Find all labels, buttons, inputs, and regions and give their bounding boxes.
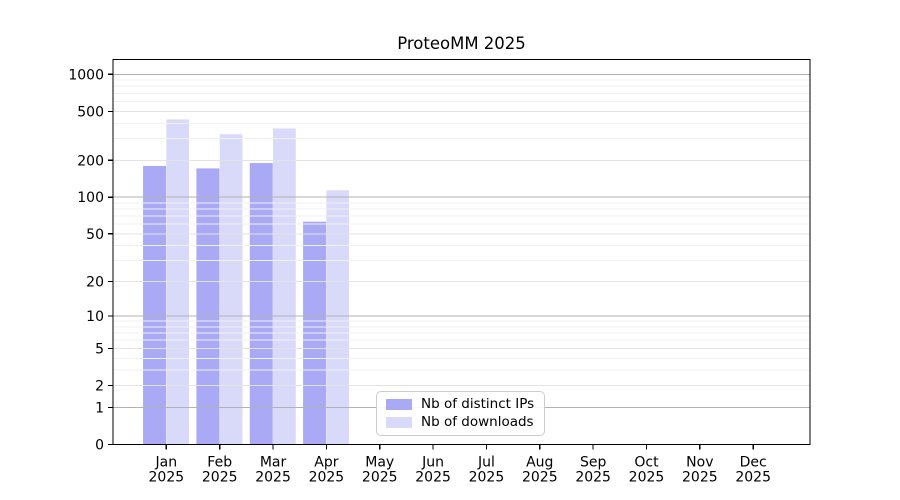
y-tick-label-200: 200 xyxy=(77,153,104,169)
x-tick-label-month-feb: Feb xyxy=(207,455,232,471)
x-tick-label-month-dec: Dec xyxy=(740,455,767,471)
x-tick-label-year-mar: 2025 xyxy=(255,470,291,486)
axes-layer xyxy=(108,58,811,450)
tick-labels-layer: 01251020501002005001000Jan2025Feb2025Mar… xyxy=(68,67,771,485)
x-tick-label-month-nov: Nov xyxy=(686,455,713,471)
x-tick-label-month-aug: Aug xyxy=(526,455,553,471)
x-tick-label-year-jan: 2025 xyxy=(149,470,185,486)
x-tick-label-month-mar: Mar xyxy=(260,455,287,471)
y-tick-label-0: 0 xyxy=(95,438,104,454)
bar-distinct-ips-jan xyxy=(143,165,167,445)
y-tick-label-1: 1 xyxy=(95,400,104,416)
x-tick-label-year-sep: 2025 xyxy=(575,470,611,486)
bar-downloads-jan xyxy=(166,119,190,445)
legend-label-downloads: Nb of downloads xyxy=(421,413,534,430)
x-tick-label-month-oct: Oct xyxy=(634,455,659,471)
x-tick-label-month-jan: Jan xyxy=(155,455,178,471)
legend-row-downloads: Nb of downloads xyxy=(386,413,535,430)
x-tick-label-month-apr: Apr xyxy=(314,455,338,471)
y-tick-label-50: 50 xyxy=(86,227,104,243)
legend-row-distinct-ips: Nb of distinct IPs xyxy=(386,397,535,412)
x-tick-label-month-jun: Jun xyxy=(421,455,444,471)
bar-distinct-ips-feb xyxy=(196,168,220,445)
bar-downloads-feb xyxy=(219,134,243,445)
x-tick-label-year-aug: 2025 xyxy=(522,470,558,486)
x-tick-label-month-sep: Sep xyxy=(580,455,607,471)
legend-label-distinct-ips: Nb of distinct IPs xyxy=(421,396,535,413)
x-tick-label-year-apr: 2025 xyxy=(309,470,345,486)
x-tick-label-year-may: 2025 xyxy=(362,470,398,486)
bars-layer xyxy=(143,119,350,445)
legend-swatch-distinct-ips xyxy=(386,399,412,411)
bar-downloads-mar xyxy=(273,128,296,445)
y-tick-label-500: 500 xyxy=(77,104,104,120)
bar-distinct-ips-mar xyxy=(249,163,273,445)
y-tick-label-5: 5 xyxy=(95,341,104,357)
x-tick-label-year-feb: 2025 xyxy=(202,470,238,486)
legend-swatch-downloads xyxy=(386,416,412,428)
x-tick-label-year-jul: 2025 xyxy=(469,470,505,486)
x-tick-label-month-may: May xyxy=(365,455,394,471)
y-tick-label-1000: 1000 xyxy=(68,67,104,83)
bar-downloads-apr xyxy=(326,190,350,445)
y-tick-label-20: 20 xyxy=(86,274,104,290)
x-tick-label-year-nov: 2025 xyxy=(682,470,718,486)
x-tick-label-month-jul: Jul xyxy=(477,455,495,471)
legend: Nb of distinct IPs Nb of downloads xyxy=(376,391,545,436)
y-tick-label-100: 100 xyxy=(77,190,104,206)
chart-title: ProteoMM 2025 xyxy=(397,34,526,53)
x-tick-label-year-jun: 2025 xyxy=(415,470,451,486)
gridlines-layer xyxy=(113,73,810,408)
plot-border xyxy=(112,58,811,446)
x-tick-label-year-oct: 2025 xyxy=(629,470,665,486)
y-tick-label-10: 10 xyxy=(86,309,104,325)
x-tick-label-year-dec: 2025 xyxy=(735,470,771,486)
y-tick-label-2: 2 xyxy=(95,379,104,395)
